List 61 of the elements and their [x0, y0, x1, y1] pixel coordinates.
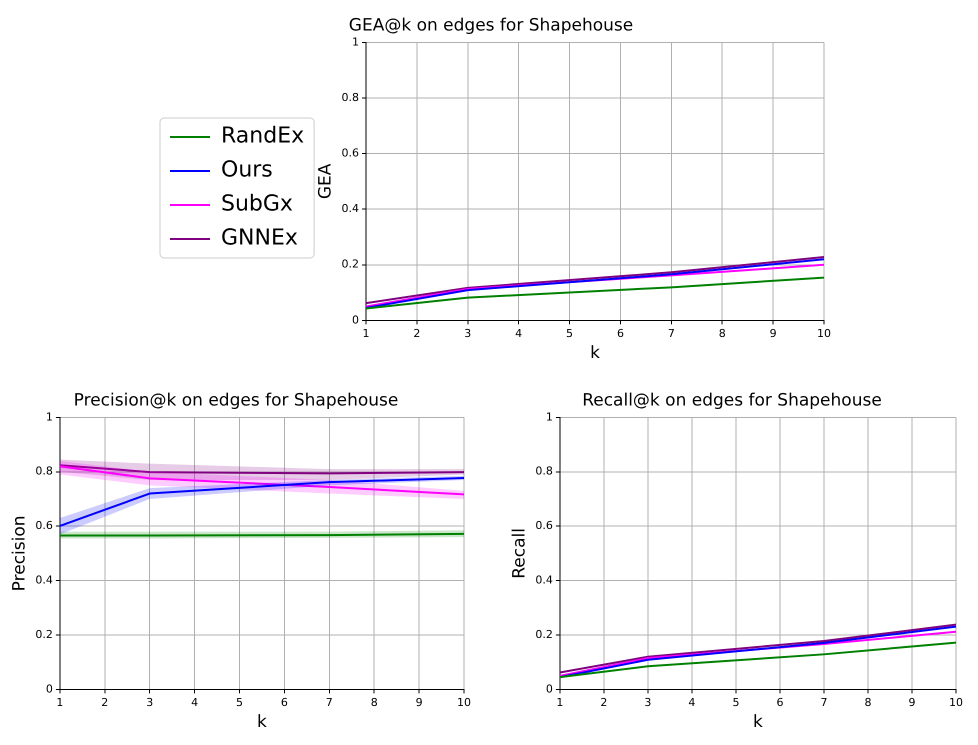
- x-tick-label: 7: [668, 326, 675, 340]
- y-tick-label: 1: [546, 410, 553, 424]
- legend-label: GNNEx: [221, 226, 298, 251]
- y-tick-label: 0.2: [535, 628, 553, 641]
- y-tick-label: 0.6: [342, 146, 360, 160]
- x-tick-label: 4: [515, 326, 522, 340]
- x-tick-label: 10: [817, 326, 831, 340]
- y-tick-label: 0.2: [35, 628, 53, 641]
- x-tick-label: 3: [464, 326, 472, 340]
- y-tick-label: 0.4: [35, 573, 53, 586]
- y-tick-label: 0: [546, 682, 553, 696]
- x-tick-label: 5: [236, 696, 243, 709]
- y-tick-label: 0.8: [342, 90, 360, 104]
- x-tick-label: 4: [688, 696, 696, 709]
- x-tick-label: 5: [566, 326, 574, 340]
- y-axis-title: Precision: [10, 515, 30, 592]
- x-tick-label: 2: [600, 696, 608, 709]
- y-tick-label: 0.4: [342, 202, 360, 216]
- x-axis-title: k: [753, 712, 764, 732]
- x-tick-label: 6: [616, 326, 624, 340]
- x-tick-label: 8: [864, 696, 872, 709]
- y-axis-title: Recall: [510, 528, 530, 579]
- y-tick-label: 1: [46, 410, 53, 424]
- chart-title: Precision@k on edges for Shapehouse: [74, 390, 398, 411]
- x-tick-label: 10: [949, 696, 963, 709]
- x-tick-label: 9: [416, 696, 423, 709]
- x-tick-label: 9: [770, 326, 777, 340]
- legend-label: Ours: [221, 158, 273, 183]
- chart-title: GEA@k on edges for Shapehouse: [348, 16, 634, 36]
- y-tick-label: 0.8: [35, 464, 53, 478]
- x-tick-label: 8: [370, 696, 378, 709]
- y-tick-label: 0.4: [535, 573, 553, 586]
- x-tick-label: 8: [718, 326, 726, 340]
- legend-label: SubGx: [221, 192, 293, 217]
- x-tick-label: 2: [101, 696, 108, 709]
- y-tick-label: 0.2: [342, 258, 360, 271]
- y-tick-label: 0.6: [535, 519, 553, 532]
- x-tick-label: 1: [556, 696, 564, 709]
- x-tick-label: 3: [644, 696, 652, 709]
- x-tick-label: 10: [457, 696, 471, 709]
- chart-title: Recall@k on edges for Shapehouse: [582, 390, 882, 411]
- y-tick-label: 0.6: [35, 519, 53, 532]
- x-axis-title: k: [257, 712, 268, 732]
- x-tick-label: 5: [732, 696, 740, 709]
- y-axis-title: GEA: [316, 163, 336, 200]
- x-tick-label: 4: [191, 696, 198, 709]
- x-tick-label: 6: [280, 696, 288, 709]
- x-tick-label: 1: [362, 326, 370, 340]
- x-tick-label: 3: [146, 696, 154, 709]
- x-tick-label: 6: [776, 696, 784, 709]
- x-tick-label: 1: [56, 696, 64, 709]
- x-tick-label: 2: [413, 326, 420, 340]
- y-tick-label: 0.8: [535, 464, 553, 478]
- x-tick-label: 7: [820, 696, 828, 709]
- x-axis-title: k: [590, 343, 600, 364]
- y-tick-label: 0: [46, 682, 53, 696]
- legend-label: RandEx: [221, 124, 304, 149]
- x-tick-label: 7: [326, 696, 333, 709]
- y-tick-label: 0: [352, 313, 360, 326]
- y-tick-label: 1: [352, 35, 360, 48]
- x-tick-label: 9: [908, 696, 916, 709]
